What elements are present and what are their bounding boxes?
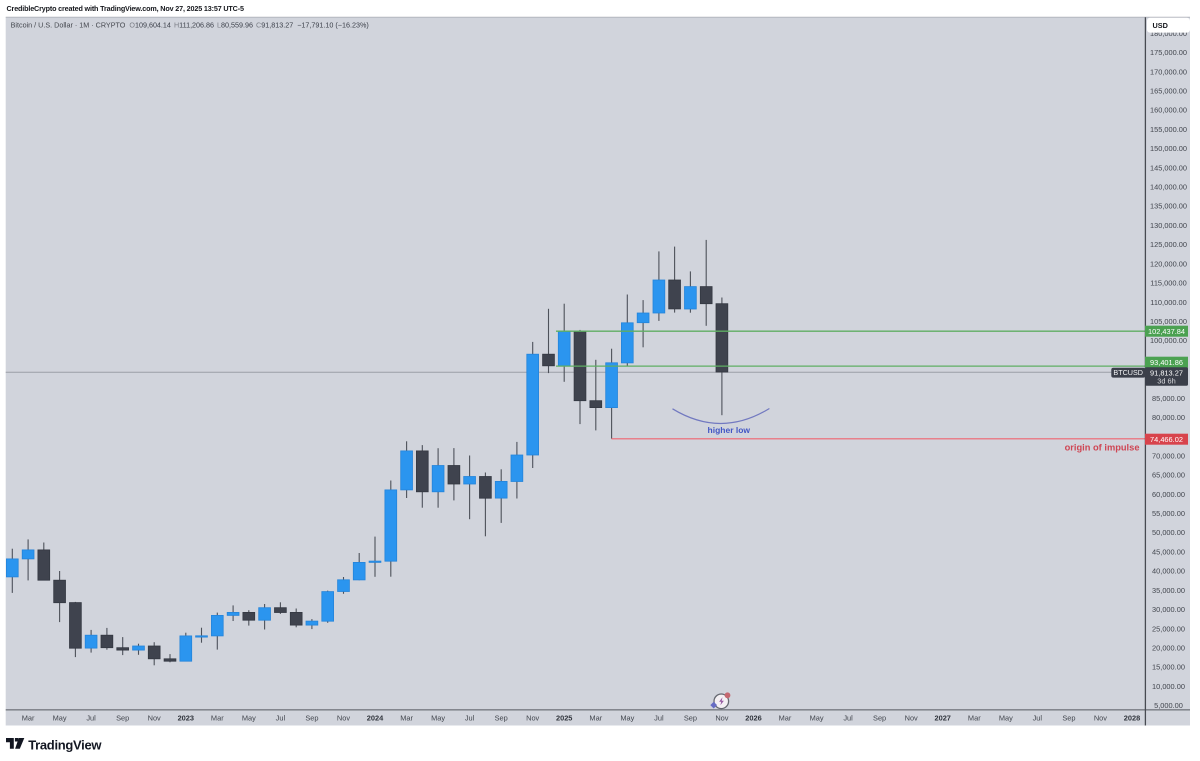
svg-text:175,000.00: 175,000.00 <box>1150 48 1187 57</box>
svg-text:Sep: Sep <box>873 713 886 722</box>
svg-text:165,000.00: 165,000.00 <box>1150 87 1187 96</box>
svg-text:3d 6h: 3d 6h <box>1157 377 1176 386</box>
svg-text:Sep: Sep <box>116 713 129 722</box>
svg-text:Mar: Mar <box>589 713 602 722</box>
svg-text:2026: 2026 <box>745 713 761 722</box>
svg-text:2027: 2027 <box>934 713 950 722</box>
svg-text:Bitcoin / U.S. Dollar · 1M · C: Bitcoin / U.S. Dollar · 1M · CRYPTO O109,… <box>11 21 369 30</box>
svg-text:BTCUSD: BTCUSD <box>1113 368 1143 377</box>
svg-text:USD: USD <box>1153 21 1168 30</box>
svg-text:170,000.00: 170,000.00 <box>1150 67 1187 76</box>
svg-text:55,000.00: 55,000.00 <box>1152 509 1185 518</box>
svg-text:65,000.00: 65,000.00 <box>1152 471 1185 480</box>
svg-text:Sep: Sep <box>684 713 697 722</box>
svg-text:120,000.00: 120,000.00 <box>1150 259 1187 268</box>
svg-text:Sep: Sep <box>305 713 318 722</box>
svg-text:Nov: Nov <box>526 713 539 722</box>
svg-text:25,000.00: 25,000.00 <box>1152 624 1185 633</box>
svg-text:85,000.00: 85,000.00 <box>1152 394 1185 403</box>
svg-text:130,000.00: 130,000.00 <box>1150 221 1187 230</box>
svg-text:Sep: Sep <box>1062 713 1075 722</box>
svg-text:93,401.86: 93,401.86 <box>1150 358 1183 367</box>
svg-text:Mar: Mar <box>400 713 413 722</box>
svg-text:35,000.00: 35,000.00 <box>1152 586 1185 595</box>
svg-text:Mar: Mar <box>968 713 981 722</box>
svg-text:2024: 2024 <box>367 713 384 722</box>
svg-text:Mar: Mar <box>211 713 224 722</box>
svg-text:5,000.00: 5,000.00 <box>1154 701 1183 710</box>
svg-text:110,000.00: 110,000.00 <box>1150 298 1186 307</box>
svg-text:Nov: Nov <box>148 713 161 722</box>
svg-text:Jul: Jul <box>465 713 475 722</box>
svg-text:May: May <box>999 713 1013 722</box>
svg-text:15,000.00: 15,000.00 <box>1152 663 1185 672</box>
svg-text:150,000.00: 150,000.00 <box>1150 144 1187 153</box>
svg-text:May: May <box>620 713 634 722</box>
svg-text:60,000.00: 60,000.00 <box>1152 490 1185 499</box>
svg-text:origin of impulse: origin of impulse <box>1065 443 1140 453</box>
svg-text:Nov: Nov <box>337 713 350 722</box>
svg-text:Mar: Mar <box>779 713 792 722</box>
svg-text:Jul: Jul <box>86 713 96 722</box>
svg-text:125,000.00: 125,000.00 <box>1150 240 1187 249</box>
svg-text:45,000.00: 45,000.00 <box>1152 547 1185 556</box>
svg-text:2025: 2025 <box>556 713 572 722</box>
svg-text:102,437.84: 102,437.84 <box>1148 327 1185 336</box>
svg-text:100,000.00: 100,000.00 <box>1150 336 1187 345</box>
svg-text:80,000.00: 80,000.00 <box>1152 413 1185 422</box>
svg-text:2023: 2023 <box>178 713 194 722</box>
svg-text:May: May <box>810 713 824 722</box>
svg-text:CredibleCrypto created with Tr: CredibleCrypto created with TradingView.… <box>7 4 244 13</box>
svg-text:160,000.00: 160,000.00 <box>1150 106 1187 115</box>
svg-text:May: May <box>242 713 256 722</box>
svg-text:180,000.00: 180,000.00 <box>1150 29 1187 38</box>
svg-text:Nov: Nov <box>1094 713 1107 722</box>
svg-text:135,000.00: 135,000.00 <box>1150 202 1187 211</box>
svg-text:20,000.00: 20,000.00 <box>1152 644 1185 653</box>
svg-text:30,000.00: 30,000.00 <box>1152 605 1185 614</box>
svg-text:Jul: Jul <box>276 713 286 722</box>
svg-text:145,000.00: 145,000.00 <box>1150 163 1187 172</box>
svg-text:105,000.00: 105,000.00 <box>1150 317 1187 326</box>
svg-text:Mar: Mar <box>22 713 35 722</box>
svg-text:74,466.02: 74,466.02 <box>1150 435 1183 444</box>
svg-text:May: May <box>431 713 445 722</box>
svg-text:Jul: Jul <box>1033 713 1043 722</box>
svg-text:155,000.00: 155,000.00 <box>1150 125 1187 134</box>
svg-text:Sep: Sep <box>495 713 508 722</box>
svg-text:Nov: Nov <box>905 713 918 722</box>
svg-text:50,000.00: 50,000.00 <box>1152 528 1185 537</box>
svg-text:91,813.27: 91,813.27 <box>1150 368 1183 377</box>
svg-text:May: May <box>53 713 67 722</box>
svg-text:40,000.00: 40,000.00 <box>1152 567 1185 576</box>
svg-text:70,000.00: 70,000.00 <box>1152 451 1185 460</box>
svg-text:Jul: Jul <box>654 713 664 722</box>
svg-text:Nov: Nov <box>715 713 728 722</box>
svg-text:TradingView: TradingView <box>28 737 102 752</box>
svg-text:10,000.00: 10,000.00 <box>1152 682 1185 691</box>
svg-text:115,000.00: 115,000.00 <box>1150 279 1186 288</box>
svg-text:140,000.00: 140,000.00 <box>1150 183 1187 192</box>
svg-text:higher low: higher low <box>708 425 751 435</box>
svg-text:2028: 2028 <box>1124 713 1140 722</box>
svg-text:Jul: Jul <box>843 713 853 722</box>
